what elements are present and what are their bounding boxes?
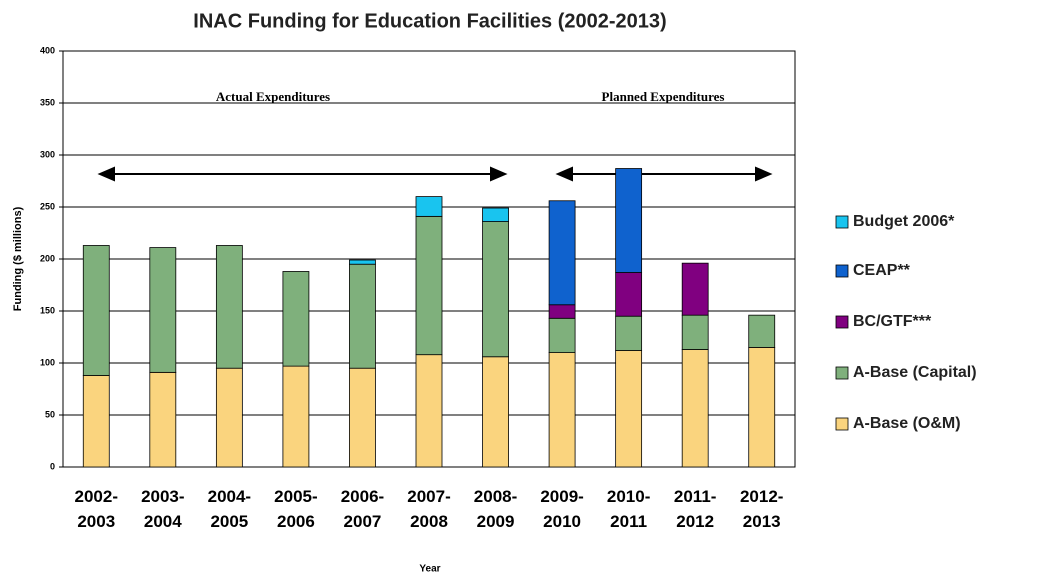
bar-segment bbox=[349, 259, 376, 265]
legend-swatch bbox=[835, 215, 849, 229]
bar-segment bbox=[349, 263, 376, 369]
bar-segment bbox=[748, 346, 776, 468]
legend-label: A-Base (Capital) bbox=[853, 364, 977, 381]
bar-segment bbox=[415, 354, 443, 468]
y-tick-label: 200 bbox=[40, 253, 55, 263]
x-tick-label: 2012- 2013 bbox=[739, 487, 784, 531]
y-tick-label: 400 bbox=[40, 45, 55, 55]
y-tick-label: 150 bbox=[40, 305, 55, 315]
legend-swatch bbox=[835, 417, 849, 431]
bar-segment bbox=[548, 352, 576, 468]
bar-segment bbox=[681, 262, 709, 316]
bar-segment bbox=[215, 367, 243, 468]
legend-label: Budget 2006* bbox=[853, 213, 955, 230]
bar-segment bbox=[415, 196, 443, 217]
bar-segment bbox=[482, 356, 509, 468]
bar-segment bbox=[82, 375, 110, 468]
chart-title: INAC Funding for Education Facilities (2… bbox=[193, 10, 666, 32]
x-tick-label: 2004- 2005 bbox=[207, 487, 252, 531]
legend-swatch bbox=[835, 315, 849, 329]
annotation: Planned Expenditures bbox=[602, 89, 725, 104]
bar-segment bbox=[548, 317, 576, 353]
legend-swatch bbox=[835, 264, 849, 278]
x-tick-label: 2007- 2008 bbox=[407, 487, 451, 531]
bar-segment bbox=[681, 349, 709, 468]
y-tick-label: 0 bbox=[50, 461, 55, 471]
x-tick-label: 2009- 2010 bbox=[540, 487, 584, 531]
legend-swatch bbox=[835, 366, 849, 380]
bar-segment bbox=[282, 365, 310, 468]
x-tick-label: 2006- 2007 bbox=[340, 487, 385, 531]
legend-label: A-Base (O&M) bbox=[853, 415, 961, 432]
arrows bbox=[97, 166, 773, 182]
x-axis-label: Year bbox=[419, 564, 440, 575]
bar-segment bbox=[482, 207, 509, 222]
bar-segment bbox=[349, 367, 376, 468]
y-tick-label: 100 bbox=[40, 357, 55, 367]
bar-segment bbox=[748, 314, 776, 348]
legend-label: CEAP** bbox=[853, 262, 911, 279]
x-tick-label: 2002- 2003 bbox=[74, 487, 118, 531]
y-tick-label: 50 bbox=[45, 409, 55, 419]
y-tick-label: 250 bbox=[40, 201, 55, 211]
bar-segment bbox=[415, 215, 443, 356]
x-tick-label: 2008- 2009 bbox=[473, 487, 518, 531]
bar-segment bbox=[548, 200, 576, 306]
bar-segment bbox=[282, 271, 310, 367]
x-tick-label: 2003- 2004 bbox=[141, 487, 185, 531]
bar-segment bbox=[615, 315, 643, 351]
bar-segment bbox=[149, 247, 177, 373]
y-axis-label: Funding ($ millions) bbox=[12, 206, 24, 311]
annotation: Actual Expenditures bbox=[216, 89, 330, 104]
bar-segment bbox=[482, 221, 509, 358]
x-tick-label: 2005- 2006 bbox=[274, 487, 318, 531]
bar-segment bbox=[615, 350, 643, 468]
bar-segment bbox=[681, 314, 709, 350]
x-tick-label: 2011- 2012 bbox=[673, 487, 717, 531]
y-tick-label: 350 bbox=[40, 97, 55, 107]
x-tick-label: 2010- 2011 bbox=[606, 487, 651, 531]
bar-segment bbox=[615, 272, 643, 317]
y-tick-label: 300 bbox=[40, 149, 55, 159]
bar-segment bbox=[149, 371, 177, 468]
bar-segment bbox=[215, 245, 243, 369]
bar-segment bbox=[548, 304, 576, 319]
legend-label: BC/GTF*** bbox=[853, 313, 932, 330]
bar-segment bbox=[615, 168, 643, 273]
bar-segment bbox=[82, 245, 110, 376]
